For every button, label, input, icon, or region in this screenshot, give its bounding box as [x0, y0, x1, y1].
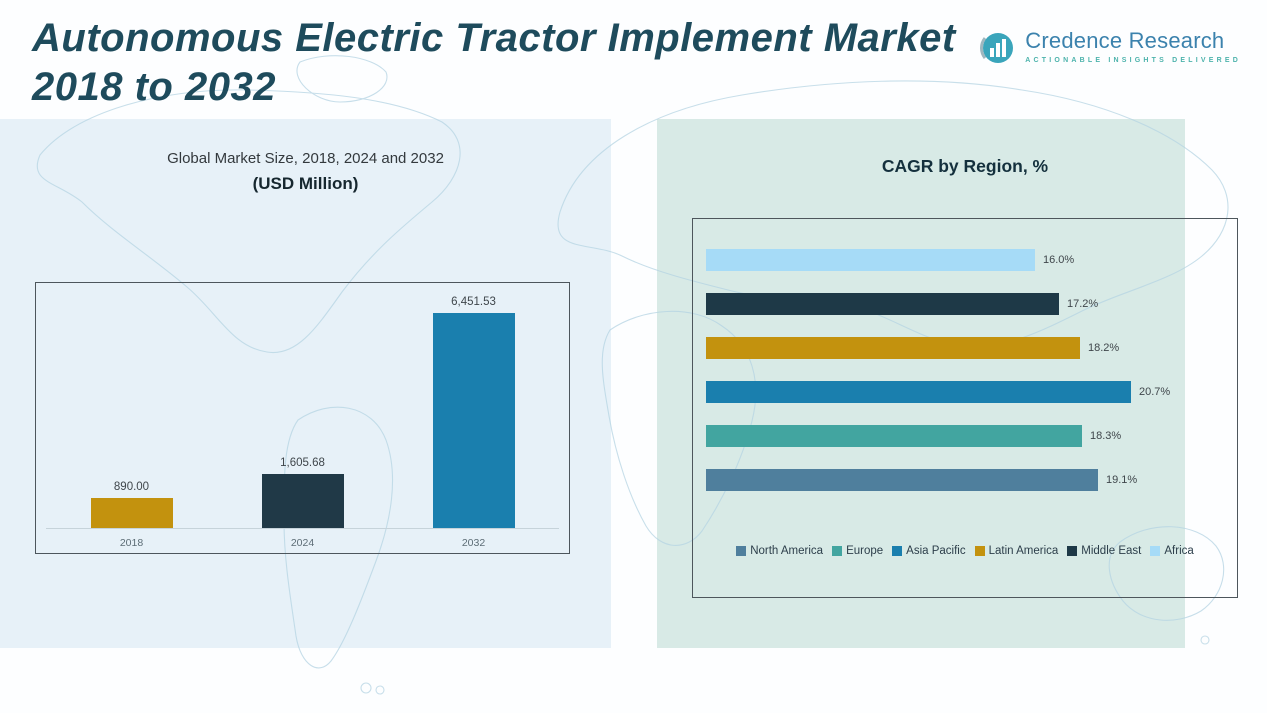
cagr-bar-europe — [706, 425, 1082, 447]
cagr-legend: North America Europe Asia Pacific Latin Ame… — [693, 545, 1237, 557]
bar-chart-circle-icon — [980, 33, 1014, 63]
page-title-line-1: Autonomous Electric Tractor Implement Ma… — [32, 16, 956, 60]
legend-swatch — [1150, 546, 1161, 556]
legend-label: Asia Pacific — [906, 545, 966, 557]
cagr-value-label: 20.7% — [1139, 386, 1171, 398]
bar-column-2032: 6,451.53 — [389, 296, 558, 528]
legend-swatch — [736, 546, 747, 556]
market-size-chart-title: Global Market Size, 2018, 2024 and 2032 … — [0, 150, 611, 194]
x-axis-label-2032: 2032 — [461, 537, 486, 549]
cagr-bar-north-america — [706, 469, 1098, 491]
cagr-bar-africa — [706, 249, 1035, 271]
cagr-chart-title: CAGR by Region, % — [881, 156, 1049, 176]
legend-swatch — [892, 546, 903, 556]
cagr-bars: 16.0% 17.2% 18.2% 20.7% 18.3% 19.1% — [706, 249, 1224, 513]
bar-value-label: 1,605.68 — [280, 457, 325, 469]
legend-swatch — [1067, 546, 1078, 556]
cagr-value-label: 16.0% — [1043, 254, 1075, 266]
bar-column-2018: 890.00 — [47, 481, 216, 528]
x-axis-label-2024: 2024 — [290, 537, 315, 549]
market-size-title-text: Global Market Size, 2018, 2024 and 2032 — [167, 150, 444, 167]
logo-tagline: Actionable Insights Delivered — [1025, 57, 1241, 64]
legend-item-latin-america: Latin America — [974, 545, 1059, 557]
cagr-value-label: 18.3% — [1090, 430, 1122, 442]
cagr-row-latin-america: 18.2% — [706, 337, 1224, 359]
x-axis-label-2018: 2018 — [119, 537, 144, 549]
market-size-subtitle-text: (USD Million) — [252, 174, 359, 193]
bar-2032 — [432, 313, 515, 528]
legend-swatch — [974, 546, 985, 556]
legend-item-middle-east: Middle East — [1067, 545, 1141, 557]
cagr-row-asia-pacific: 20.7% — [706, 381, 1224, 403]
market-size-bars: 890.00 1,605.68 6,451.53 — [46, 291, 559, 529]
bar-column-2024: 1,605.68 — [218, 457, 387, 528]
credence-research-logo: Credence Research Actionable Insights De… — [977, 28, 1241, 68]
cagr-bar-asia-pacific — [706, 381, 1131, 403]
legend-item-north-america: North America — [736, 545, 823, 557]
legend-item-europe: Europe — [832, 545, 883, 557]
legend-label: Africa — [1164, 545, 1194, 557]
cagr-row-middle-east: 17.2% — [706, 293, 1224, 315]
legend-label: North America — [750, 545, 824, 557]
bar-2018 — [90, 498, 173, 528]
legend-label: Middle East — [1081, 545, 1142, 557]
page-title-line-2: 2018 to 2032 — [32, 64, 276, 109]
cagr-row-africa: 16.0% — [706, 249, 1224, 271]
legend-item-africa: Africa — [1150, 545, 1194, 557]
bar-value-label: 890.00 — [113, 481, 150, 493]
legend-item-asia-pacific: Asia Pacific — [892, 545, 966, 557]
cagr-value-label: 19.1% — [1106, 474, 1138, 486]
cagr-bar-middle-east — [706, 293, 1059, 315]
page-title: Autonomous Electric Tractor Implement Ma… — [32, 14, 1032, 112]
logo-name: Credence Research — [1025, 28, 1225, 53]
legend-label: Latin America — [988, 545, 1059, 557]
market-size-categories: 2018 2024 2032 — [46, 537, 559, 549]
bar-2024 — [261, 474, 344, 528]
cagr-value-label: 18.2% — [1088, 342, 1120, 354]
legend-label: Europe — [846, 545, 884, 557]
cagr-chart: 16.0% 17.2% 18.2% 20.7% 18.3% 19.1% North Ame… — [692, 218, 1238, 598]
bar-value-label: 6,451.53 — [451, 296, 496, 308]
legend-swatch — [832, 546, 843, 556]
cagr-value-label: 17.2% — [1067, 298, 1099, 310]
cagr-bar-latin-america — [706, 337, 1080, 359]
cagr-row-north-america: 19.1% — [706, 469, 1224, 491]
market-size-chart: 890.00 1,605.68 6,451.53 2018 2024 2032 — [35, 282, 570, 554]
cagr-row-europe: 18.3% — [706, 425, 1224, 447]
